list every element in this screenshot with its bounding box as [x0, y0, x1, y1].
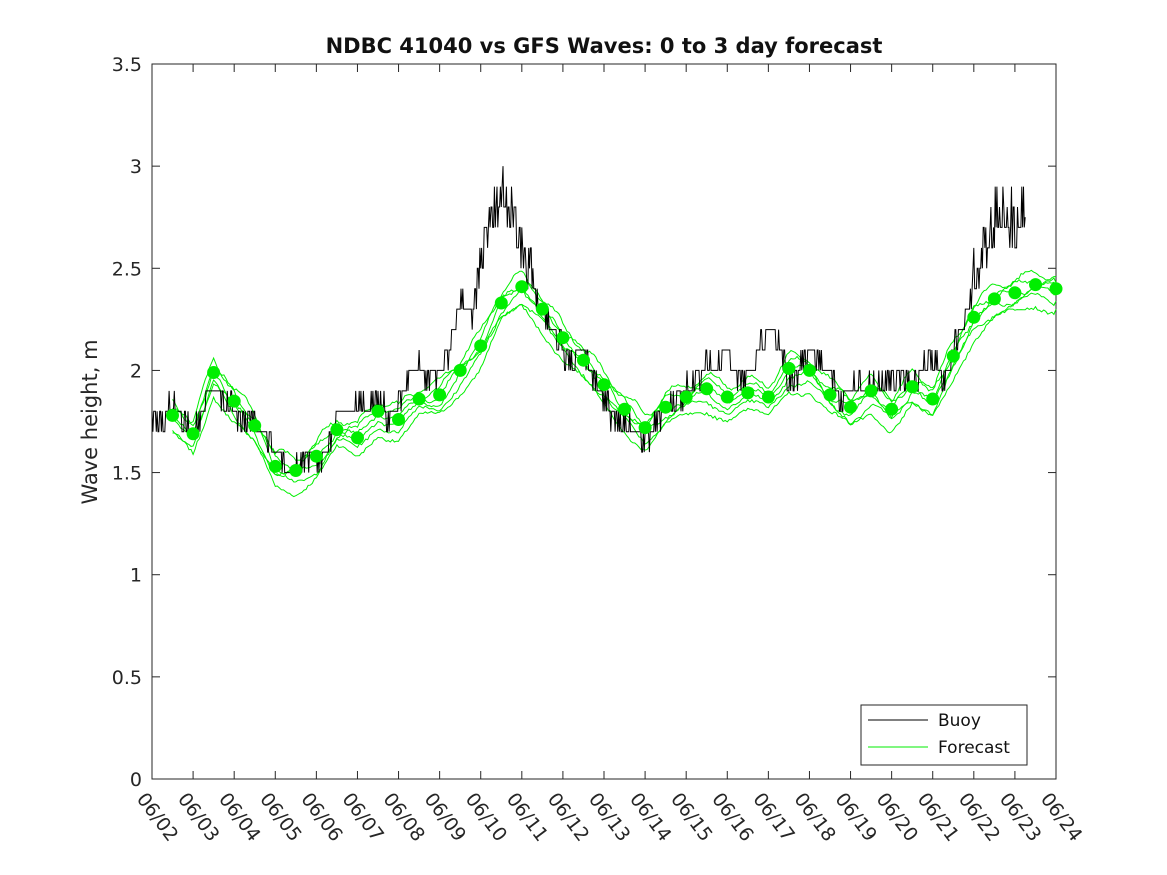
plot-area — [151, 63, 1063, 780]
forecast-point — [330, 423, 344, 437]
forecast-point — [720, 390, 734, 404]
forecast-point — [207, 366, 221, 379]
forecast-point — [1029, 278, 1042, 292]
legend-forecast-label: Forecast — [938, 738, 1010, 758]
x-tick-label: 06/13 — [584, 789, 635, 846]
forecast-point — [946, 349, 960, 363]
x-tick-label: 06/14 — [625, 789, 676, 846]
x-tick-label: 06/11 — [502, 789, 553, 846]
forecast-point — [638, 421, 652, 435]
x-tick-label: 06/10 — [461, 789, 512, 846]
forecast-point — [823, 388, 837, 402]
forecast-point — [371, 404, 385, 418]
forecast-point — [289, 464, 303, 477]
forecast-point — [987, 292, 1001, 306]
chart-title: NDBC 41040 vs GFS Waves: 0 to 3 day fore… — [326, 34, 883, 58]
x-tick-label: 06/19 — [831, 789, 882, 846]
forecast-point — [227, 394, 241, 408]
x-tick-label: 06/05 — [255, 789, 306, 846]
forecast-point — [967, 310, 981, 324]
forecast-point — [659, 400, 673, 414]
forecast-point — [515, 280, 529, 294]
y-tick-label: 0 — [130, 769, 142, 791]
forecast-point — [474, 339, 488, 353]
forecast-point — [803, 363, 816, 377]
legend-buoy-label: Buoy — [938, 711, 981, 731]
x-tick-label: 06/24 — [1036, 789, 1087, 846]
y-tick-label: 2 — [130, 360, 142, 382]
x-tick-label: 06/02 — [132, 789, 183, 846]
y-axis-label: Wave height, m — [78, 339, 102, 504]
y-tick-label: 1 — [130, 565, 142, 587]
forecast-run-line — [172, 292, 1057, 483]
forecast-point — [309, 449, 323, 463]
forecast-point — [700, 382, 714, 396]
x-tick-label: 06/16 — [707, 789, 758, 846]
forecast-point — [761, 390, 775, 404]
x-tick-label: 06/17 — [748, 789, 799, 846]
forecast-point — [844, 400, 857, 414]
forecast-point — [618, 402, 631, 416]
forecast-point — [351, 431, 364, 445]
forecast-point — [556, 331, 570, 345]
x-tick-label: 06/15 — [666, 789, 717, 846]
forecast-point — [905, 380, 919, 394]
forecast-point — [741, 386, 755, 400]
forecast-point — [392, 413, 405, 426]
forecast-point — [494, 296, 508, 310]
forecast-point — [186, 427, 200, 441]
x-tick-label: 06/04 — [214, 789, 265, 846]
forecast-point — [782, 361, 796, 375]
forecast-point — [268, 459, 282, 473]
x-tick-label: 06/07 — [337, 789, 388, 846]
x-tick-label: 06/20 — [872, 789, 923, 846]
forecast-point — [926, 392, 940, 406]
forecast-point — [577, 353, 590, 367]
forecast-point — [248, 419, 262, 433]
x-tick-label: 06/23 — [995, 789, 1046, 846]
forecast-point — [453, 363, 467, 377]
forecast-point — [535, 302, 549, 316]
forecast-point — [597, 378, 611, 392]
y-tick-label: 3.5 — [112, 54, 142, 76]
forecast-point — [885, 402, 899, 416]
y-tick-label: 1.5 — [112, 463, 142, 485]
x-tick-label: 06/18 — [789, 789, 840, 846]
forecast-point — [433, 388, 447, 402]
legend-box — [860, 704, 1028, 766]
y-tick-label: 0.5 — [112, 667, 142, 689]
forecast-point — [679, 390, 693, 404]
y-axis: 0 0.5 1 1.5 2 2.5 3 3.5 — [112, 54, 1056, 791]
legend: Buoy Forecast — [860, 704, 1028, 766]
forecast-point — [1049, 282, 1063, 296]
x-tick-label: 06/12 — [543, 789, 594, 846]
x-tick-label: 06/03 — [173, 789, 224, 846]
y-tick-label: 2.5 — [112, 258, 142, 280]
forecast-point — [864, 384, 878, 398]
forecast-point — [412, 392, 426, 406]
plot-background — [152, 64, 1056, 779]
x-tick-label: 06/06 — [296, 789, 347, 846]
y-tick-label: 3 — [130, 156, 142, 178]
x-tick-label: 06/22 — [954, 789, 1005, 846]
forecast-point — [166, 408, 179, 422]
forecast-point — [1008, 286, 1022, 300]
x-tick-label: 06/08 — [379, 789, 430, 846]
x-tick-label: 06/21 — [913, 789, 964, 846]
x-tick-label: 06/09 — [420, 789, 471, 846]
